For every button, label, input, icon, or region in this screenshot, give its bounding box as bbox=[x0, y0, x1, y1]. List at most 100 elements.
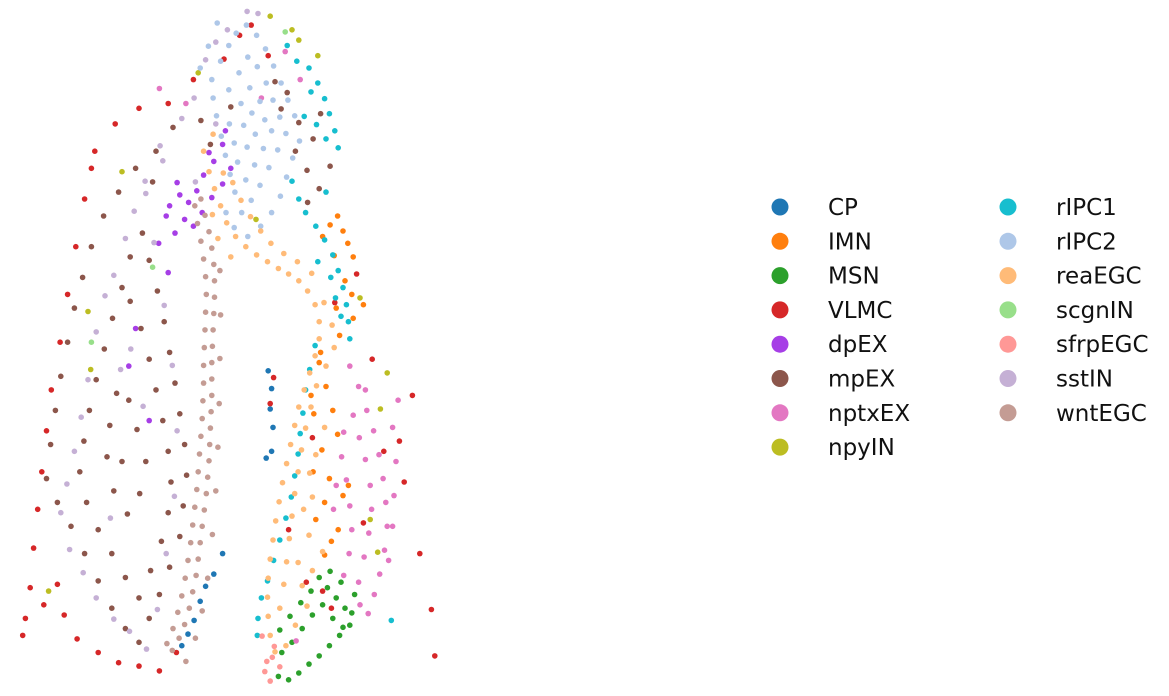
point-VLMC-27 bbox=[115, 659, 122, 666]
point-dpEX-11 bbox=[219, 181, 226, 187]
series-IMN bbox=[308, 213, 367, 558]
point-VLMC-40 bbox=[303, 579, 310, 585]
point-wntEGC-12 bbox=[209, 392, 215, 399]
point-VLMC-10 bbox=[81, 196, 88, 202]
point-mpEX-36 bbox=[101, 346, 108, 352]
point-rIPC1-9 bbox=[313, 121, 320, 128]
point-reaEGC-50 bbox=[281, 250, 287, 257]
point-mpEX-31 bbox=[146, 257, 152, 264]
point-reaEGC-25 bbox=[272, 518, 279, 524]
point-dpEX-5 bbox=[211, 158, 217, 165]
point-sfrpEGC-5 bbox=[262, 668, 268, 675]
point-dpEX-20 bbox=[126, 363, 132, 369]
point-reaEGC-65 bbox=[309, 494, 316, 500]
point-wntEGC-25 bbox=[186, 605, 193, 611]
point-dpEX-2 bbox=[185, 199, 192, 206]
point-dpEX-7 bbox=[181, 216, 188, 223]
point-reaEGC-17 bbox=[306, 370, 313, 376]
point-CP-11 bbox=[185, 631, 191, 637]
series-sfrpEGC bbox=[259, 633, 283, 684]
legend-item-reaEGC: reaEGC bbox=[999, 264, 1142, 290]
point-sstIN-29 bbox=[169, 362, 176, 369]
point-VLMC-8 bbox=[92, 148, 98, 154]
point-nptxEX-24 bbox=[347, 503, 353, 509]
point-rIPC2-34 bbox=[234, 159, 241, 165]
point-reaEGC-68 bbox=[321, 424, 328, 431]
point-mpEX-37 bbox=[93, 376, 99, 383]
point-reaEGC-56 bbox=[220, 170, 227, 176]
point-VLMC-12 bbox=[64, 291, 71, 298]
point-wntEGC-39 bbox=[200, 380, 207, 386]
point-VLMC-26 bbox=[95, 649, 101, 656]
point-rIPC2-4 bbox=[243, 22, 250, 28]
point-IMN-28 bbox=[350, 315, 357, 322]
point-nptxEX-8 bbox=[381, 547, 388, 553]
point-wntEGC-18 bbox=[203, 490, 210, 497]
point-MSN-1 bbox=[324, 584, 331, 591]
point-npyIN-4 bbox=[315, 52, 321, 59]
legend-marker-sfrpEGC bbox=[999, 335, 1017, 353]
scatter-points bbox=[19, 8, 438, 684]
point-MSN-20 bbox=[351, 591, 358, 598]
point-mpEX-46 bbox=[147, 567, 154, 574]
point-nptxEX-26 bbox=[346, 550, 352, 557]
point-rIPC1-23 bbox=[338, 313, 344, 320]
point-mpEX-56 bbox=[113, 390, 120, 397]
point-mpEX-79 bbox=[198, 117, 204, 124]
point-rIPC1-11 bbox=[308, 89, 314, 95]
point-rIPC2-17 bbox=[232, 189, 238, 195]
point-VLMC-20 bbox=[22, 615, 29, 622]
point-rIPC2-44 bbox=[249, 110, 255, 116]
legend-label-mpEX: mpEX bbox=[828, 367, 896, 393]
point-rIPC1-42 bbox=[323, 189, 329, 195]
point-rIPC2-23 bbox=[226, 87, 232, 93]
legend-marker-rIPC1 bbox=[999, 198, 1017, 216]
point-wntEGC-27 bbox=[176, 635, 182, 641]
point-reaEGC-23 bbox=[279, 479, 286, 486]
point-IMN-3 bbox=[340, 228, 346, 234]
point-rIPC2-3 bbox=[233, 30, 239, 36]
point-nptxEX-4 bbox=[376, 451, 382, 458]
point-rIPC2-29 bbox=[277, 114, 283, 120]
point-CP-12 bbox=[179, 642, 185, 649]
point-VLMC-6 bbox=[136, 105, 142, 112]
legend-item-IMN: IMN bbox=[771, 229, 872, 255]
point-sstIN-5 bbox=[191, 95, 197, 101]
point-mpEX-59 bbox=[111, 488, 117, 494]
point-rIPC1-38 bbox=[258, 595, 265, 601]
point-mpEX-16 bbox=[109, 605, 115, 611]
point-reaEGC-34 bbox=[281, 581, 287, 588]
point-rIPC1-35 bbox=[277, 537, 283, 543]
point-mpEX-70 bbox=[292, 148, 299, 154]
point-npyIN-14 bbox=[45, 588, 52, 594]
point-reaEGC-59 bbox=[215, 235, 221, 242]
point-npyIN-12 bbox=[87, 366, 94, 373]
point-mpEX-14 bbox=[81, 550, 88, 557]
point-VLMC-31 bbox=[267, 400, 274, 407]
point-nptxEX-20 bbox=[350, 412, 357, 419]
point-wntEGC-4 bbox=[211, 261, 217, 268]
point-reaEGC-1 bbox=[206, 168, 212, 175]
point-mpEX-19 bbox=[146, 615, 152, 622]
point-sstIN-8 bbox=[143, 190, 149, 197]
point-rIPC2-5 bbox=[253, 32, 260, 39]
point-wntEGC-56 bbox=[217, 312, 224, 318]
point-rIPC1-30 bbox=[297, 430, 304, 437]
point-sstIN-32 bbox=[142, 178, 148, 184]
point-npyIN-11 bbox=[119, 168, 125, 175]
point-IMN-18 bbox=[313, 516, 319, 523]
point-wntEGC-63 bbox=[199, 608, 205, 614]
legend-label-npyIN: npyIN bbox=[828, 435, 895, 461]
series-nptxEX bbox=[156, 48, 401, 644]
point-reaEGC-13 bbox=[312, 301, 318, 308]
point-rIPC2-13 bbox=[266, 164, 272, 171]
point-sstIN-22 bbox=[111, 616, 117, 622]
legend-marker-sstIN bbox=[999, 370, 1017, 387]
point-mpEX-66 bbox=[272, 78, 278, 85]
point-mpEX-4 bbox=[88, 243, 95, 250]
point-reaEGC-12 bbox=[304, 288, 311, 294]
point-mpEX-24 bbox=[183, 472, 190, 479]
series-npyIN bbox=[45, 13, 391, 594]
point-sstIN-2 bbox=[224, 27, 231, 33]
point-rIPC1-33 bbox=[288, 494, 295, 500]
